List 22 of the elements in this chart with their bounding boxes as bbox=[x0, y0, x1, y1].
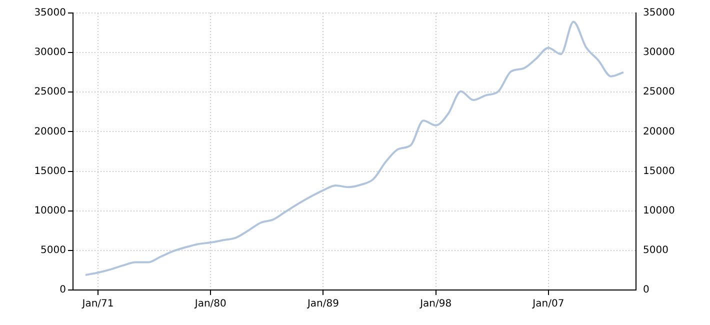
y-tick-label: 5000 bbox=[40, 245, 66, 256]
x-tick-label: Jan/89 bbox=[306, 298, 339, 310]
y2-tick-label: 0 bbox=[643, 284, 650, 296]
y2-tick-label: 30000 bbox=[643, 47, 675, 58]
x-tick-label: Jan/71 bbox=[81, 298, 114, 310]
y-tick-label: 30000 bbox=[34, 47, 66, 58]
y2-tick-label: 5000 bbox=[643, 245, 668, 256]
y2-tick-label: 20000 bbox=[643, 126, 675, 138]
y-tick-label: 25000 bbox=[34, 86, 66, 98]
line-series bbox=[84, 20, 624, 276]
x-tick-label: Jan/98 bbox=[419, 298, 452, 310]
y2-tick-label: 35000 bbox=[643, 8, 675, 19]
y2-tick-label: 25000 bbox=[643, 86, 675, 98]
y-tick-label: 0 bbox=[60, 284, 66, 296]
y2-tick-label: 15000 bbox=[643, 166, 675, 177]
y-tick-label: 10000 bbox=[34, 205, 66, 216]
y-tick-label: 15000 bbox=[34, 166, 66, 177]
x-tick-label: Jan/07 bbox=[532, 298, 564, 310]
y-tick-label: 20000 bbox=[34, 126, 66, 138]
y2-tick-label: 10000 bbox=[643, 205, 675, 216]
y-tick-label: 35000 bbox=[34, 8, 66, 19]
x-tick-label: Jan/80 bbox=[194, 298, 226, 310]
